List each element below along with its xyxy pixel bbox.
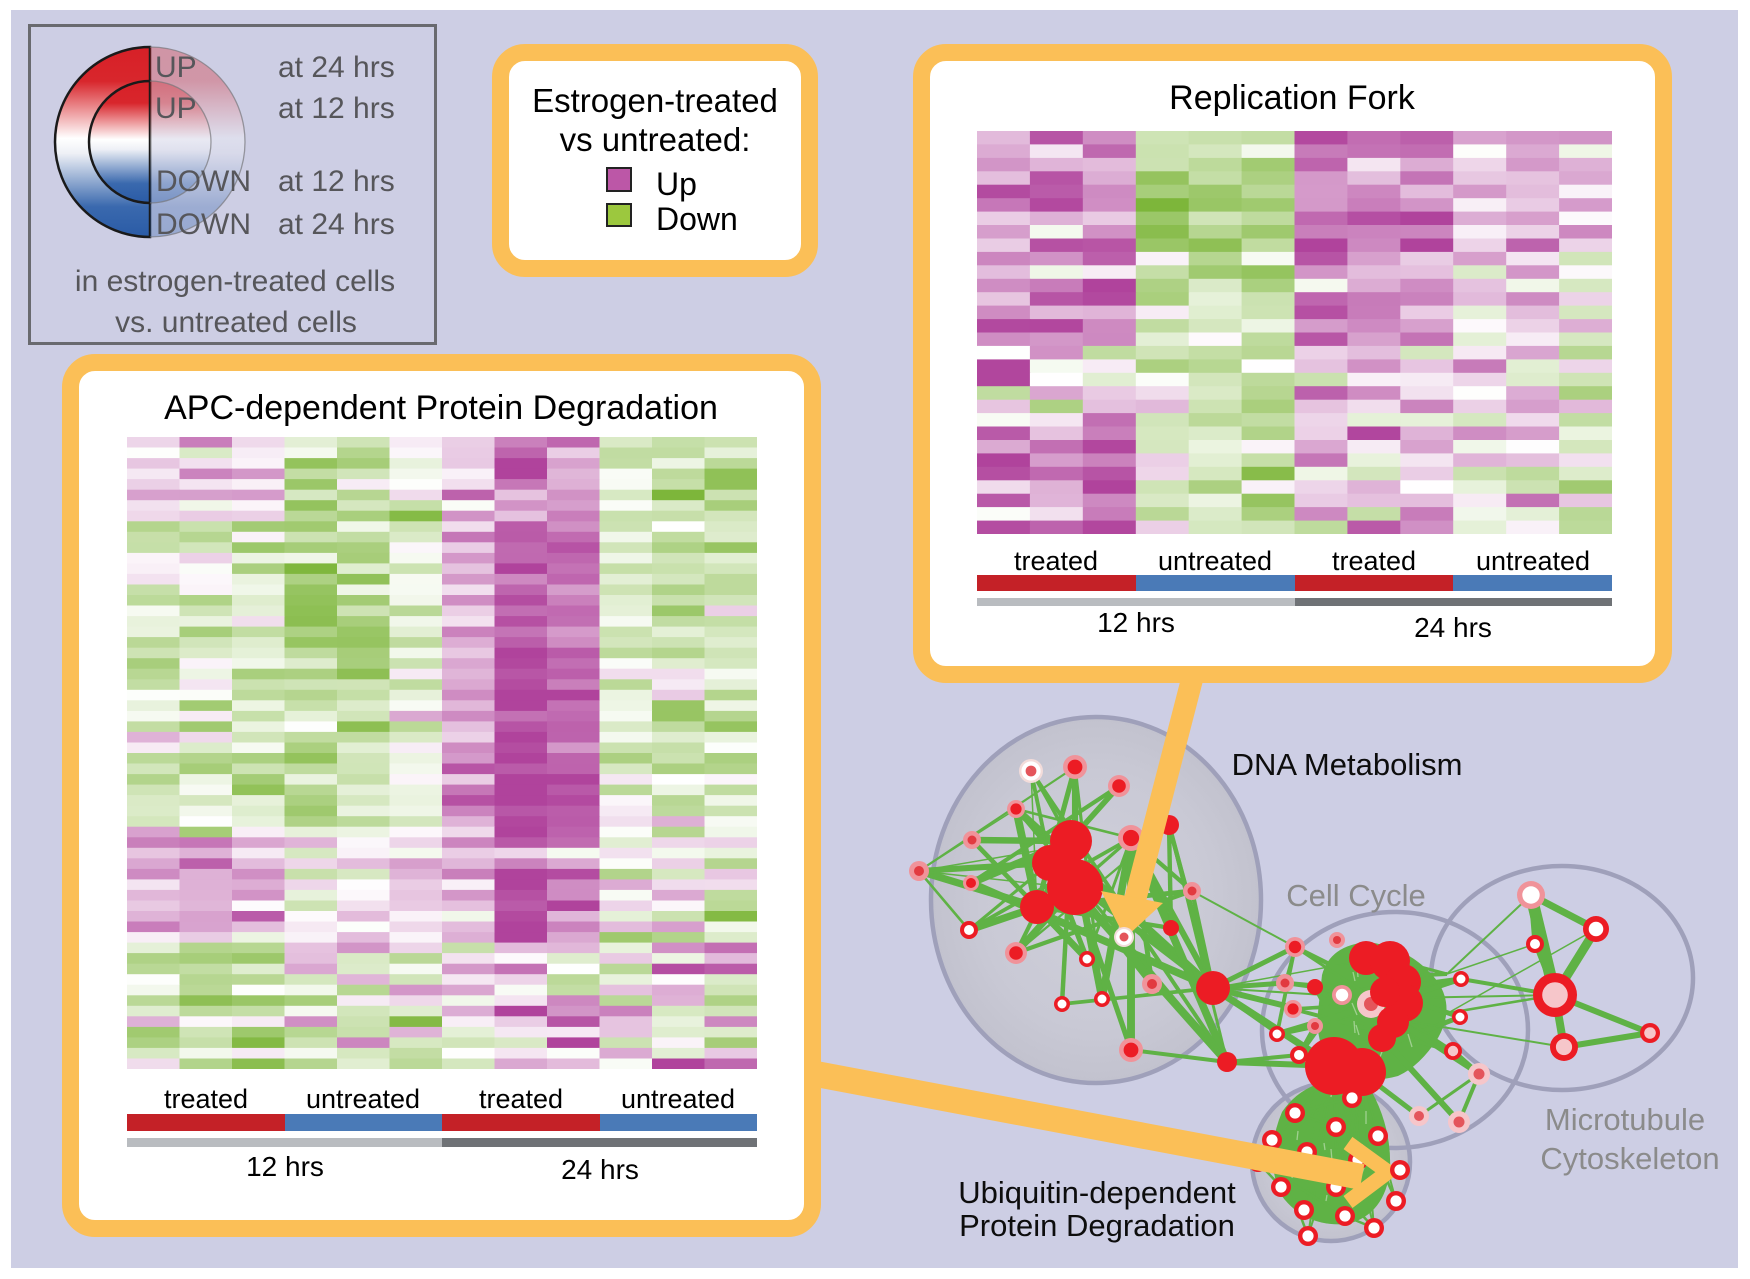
svg-text:UP: UP <box>155 51 197 84</box>
svg-text:Estrogen-treated: Estrogen-treated <box>532 82 778 119</box>
svg-text:Cell Cycle: Cell Cycle <box>1286 878 1426 913</box>
svg-text:Protein Degradation: Protein Degradation <box>959 1208 1235 1243</box>
svg-text:Microtubule: Microtubule <box>1545 1102 1705 1137</box>
svg-text:DNA Metabolism: DNA Metabolism <box>1232 747 1463 782</box>
svg-text:Ubiquitin-dependent: Ubiquitin-dependent <box>958 1175 1236 1210</box>
svg-text:APC-dependent Protein Degradat: APC-dependent Protein Degradation <box>164 389 718 427</box>
svg-text:12 hrs: 12 hrs <box>1097 607 1175 638</box>
svg-text:DOWN: DOWN <box>156 165 251 198</box>
svg-text:at 24 hrs: at 24 hrs <box>278 208 395 241</box>
svg-text:at 24 hrs: at 24 hrs <box>278 51 395 84</box>
svg-text:treated: treated <box>479 1084 563 1114</box>
svg-text:treated: treated <box>1332 546 1416 576</box>
svg-text:at 12 hrs: at 12 hrs <box>278 165 395 198</box>
svg-text:untreated: untreated <box>306 1084 420 1114</box>
svg-text:untreated: untreated <box>1476 546 1590 576</box>
svg-text:untreated: untreated <box>621 1084 735 1114</box>
svg-text:Replication Fork: Replication Fork <box>1169 79 1416 117</box>
svg-text:at 12 hrs: at 12 hrs <box>278 92 395 125</box>
svg-text:Down: Down <box>656 201 738 237</box>
svg-text:in estrogen-treated cells: in estrogen-treated cells <box>75 265 395 298</box>
svg-text:untreated: untreated <box>1158 546 1272 576</box>
svg-text:vs untreated:: vs untreated: <box>560 121 751 158</box>
svg-text:Cytoskeleton: Cytoskeleton <box>1540 1141 1719 1176</box>
svg-text:12 hrs: 12 hrs <box>246 1151 324 1182</box>
svg-text:Up: Up <box>656 166 697 202</box>
svg-text:24 hrs: 24 hrs <box>561 1154 639 1185</box>
svg-text:treated: treated <box>1014 546 1098 576</box>
svg-text:treated: treated <box>164 1084 248 1114</box>
svg-text:UP: UP <box>155 92 197 125</box>
svg-text:DOWN: DOWN <box>156 208 251 241</box>
svg-text:24 hrs: 24 hrs <box>1414 612 1492 643</box>
svg-text:vs. untreated cells: vs. untreated cells <box>115 306 357 339</box>
